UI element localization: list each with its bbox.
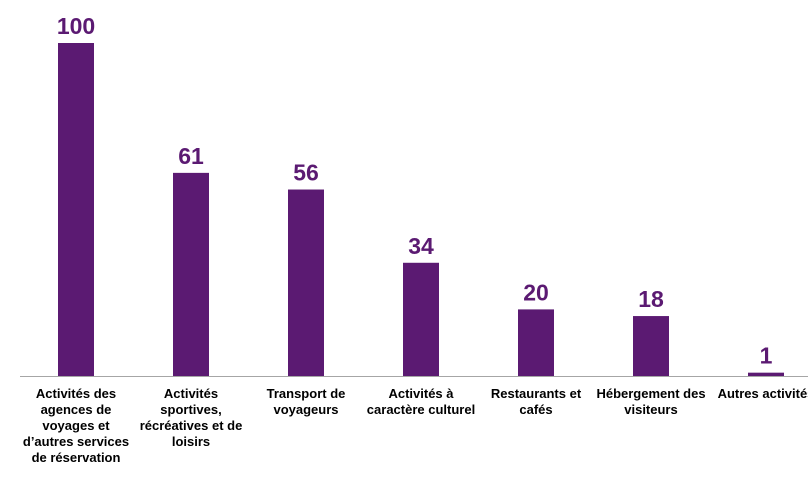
bar <box>288 189 324 376</box>
value-label: 61 <box>178 143 204 169</box>
value-label: 100 <box>57 13 95 39</box>
x-tick-label: Hébergement des visiteurs <box>596 386 706 417</box>
bar <box>633 316 669 376</box>
value-label: 56 <box>293 160 319 186</box>
value-label: 18 <box>638 286 664 312</box>
x-tick-label: Activités sportives, récréatives et de l… <box>139 386 243 449</box>
bar <box>403 262 439 376</box>
x-tick-label: Activités à caractère culturel <box>366 386 476 417</box>
bar <box>173 172 209 376</box>
x-tick-label: Activités des agences de voyages et d’au… <box>22 386 130 465</box>
bar <box>518 309 554 376</box>
bar <box>748 372 784 376</box>
value-label: 34 <box>408 233 434 259</box>
value-label: 1 <box>760 343 773 369</box>
x-tick-label: Autres activités <box>717 386 808 401</box>
bar <box>58 43 94 376</box>
value-label: 20 <box>523 279 549 305</box>
x-tick-label: Transport de voyageurs <box>266 386 346 417</box>
x-tick-label: Restaurants et cafés <box>490 386 582 417</box>
